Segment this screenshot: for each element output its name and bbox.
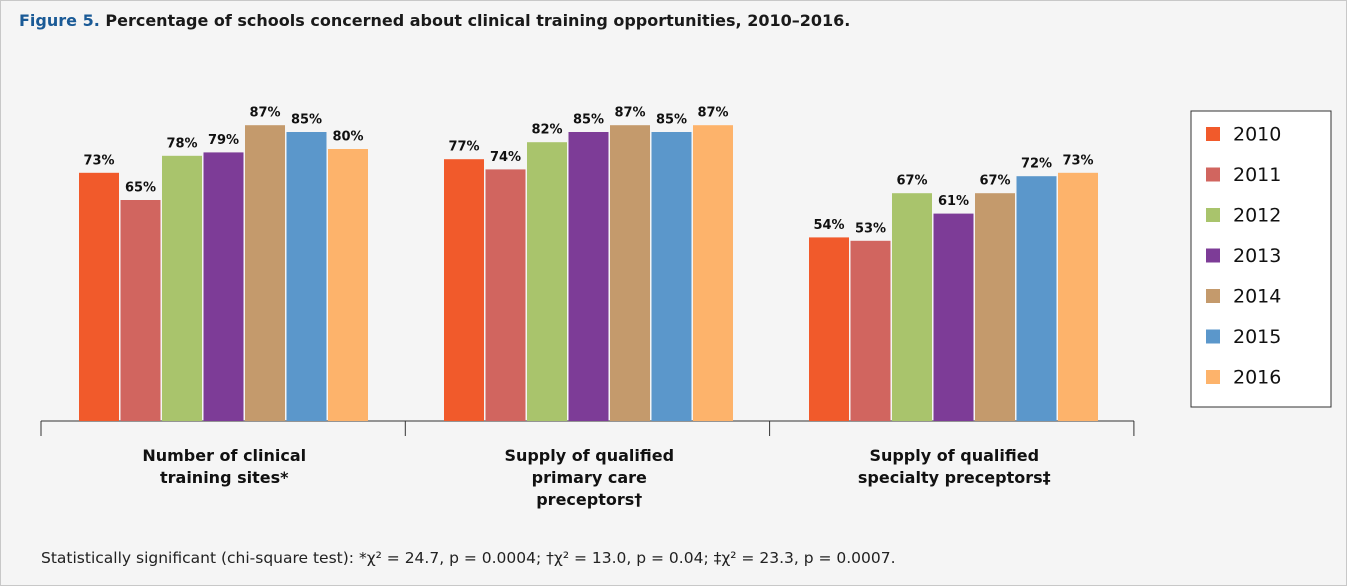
legend-label: 2011 [1233, 164, 1281, 186]
legend-label: 2014 [1233, 286, 1281, 308]
value-label: 67% [979, 174, 1010, 189]
bar [568, 132, 609, 421]
legend-label: 2016 [1233, 367, 1281, 389]
legend-swatch [1206, 127, 1220, 141]
category-label: Supply of qualified primary care precept… [504, 446, 675, 509]
footnote: Statistically significant (chi-square te… [41, 549, 896, 567]
bar [79, 172, 119, 421]
bar [120, 200, 161, 421]
value-label: 85% [291, 113, 322, 128]
legend-swatch [1206, 208, 1220, 222]
value-label: 85% [656, 113, 687, 128]
value-label: 54% [813, 218, 844, 233]
figure-label: Figure 5. [19, 11, 100, 30]
bar [1058, 172, 1098, 421]
legend-label: 2010 [1233, 124, 1281, 146]
value-label: 85% [573, 113, 604, 128]
bar [444, 159, 484, 421]
bar [162, 155, 202, 422]
legend-swatch [1206, 167, 1220, 182]
value-label: 77% [448, 140, 479, 155]
value-label: 79% [208, 133, 239, 148]
legend-swatch [1206, 289, 1220, 303]
value-label: 61% [938, 194, 969, 209]
bar [693, 125, 733, 421]
value-label: 87% [614, 106, 645, 121]
value-label: 72% [1021, 157, 1052, 172]
value-label: 73% [1062, 153, 1093, 168]
legend-swatch [1206, 248, 1220, 263]
legend-label: 2012 [1233, 205, 1281, 227]
value-label: 87% [697, 106, 728, 121]
bar [203, 152, 244, 421]
bar [286, 132, 327, 421]
legend-label: 2013 [1233, 245, 1281, 267]
bar [610, 125, 650, 421]
legend-swatch [1206, 329, 1220, 344]
value-label: 74% [490, 150, 521, 165]
value-label: 73% [83, 153, 114, 168]
bar [1016, 176, 1057, 421]
bar [933, 213, 974, 421]
bar [527, 142, 567, 421]
bar [975, 193, 1015, 421]
bar [892, 193, 932, 421]
bar [809, 237, 849, 421]
legend-label: 2015 [1233, 326, 1281, 348]
bar [850, 240, 891, 421]
bar [485, 169, 526, 421]
bar [651, 132, 692, 421]
bar [328, 149, 368, 421]
value-label: 53% [855, 221, 886, 236]
title: Figure 5. Percentage of schools concerne… [19, 11, 850, 30]
value-label: 82% [531, 123, 562, 138]
value-label: 80% [332, 130, 363, 145]
legend-swatch [1206, 370, 1220, 384]
value-label: 87% [249, 106, 280, 121]
category-label: Supply of qualified specialty preceptors… [857, 446, 1051, 487]
value-label: 78% [166, 136, 197, 151]
value-label: 67% [896, 174, 927, 189]
category-label: Number of clinical training sites* [142, 446, 307, 487]
chart-title: Percentage of schools concerned about cl… [105, 11, 851, 30]
value-label: 65% [125, 181, 156, 196]
bar [245, 125, 285, 421]
